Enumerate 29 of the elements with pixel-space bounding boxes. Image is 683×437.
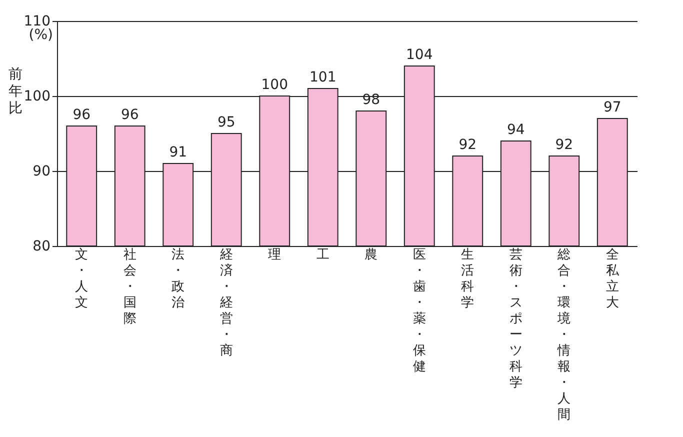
data-label: 100	[261, 77, 288, 93]
x-tick-label: 理	[268, 248, 282, 262]
y-tick-label: 80	[32, 238, 50, 254]
x-tick-label: 工	[316, 248, 330, 262]
category-label: 総合・環境・情報・人間	[558, 248, 571, 422]
x-tick-label: 経済・経営・商	[218, 248, 233, 358]
data-label: 101	[310, 70, 336, 86]
category-label: 芸術・スポーツ科学	[509, 248, 522, 390]
x-tick-label: 社会・国際	[123, 248, 136, 326]
data-label: 104	[406, 47, 433, 63]
data-label: 94	[506, 122, 525, 138]
y-tick-label: 110	[24, 14, 50, 30]
data-label: 96	[72, 107, 91, 123]
y-tick-label: 100	[24, 88, 50, 104]
x-tick-label: 農	[364, 248, 378, 262]
x-tick-label: 生活科学	[461, 248, 474, 310]
x-tick-label: 文・人文	[75, 248, 88, 310]
data-label: 92	[458, 137, 477, 153]
y-tick-label: 90	[32, 164, 50, 180]
data-label: 97	[603, 100, 622, 116]
x-tick-label: 医・歯・薬・保健	[412, 248, 426, 374]
y-axis-title: 前年比	[8, 66, 22, 116]
data-label: 92	[555, 137, 574, 153]
data-label: 96	[120, 107, 139, 123]
text: (%)	[28, 27, 53, 43]
x-tick-label: 全私立大	[606, 248, 620, 310]
x-tick-label: 法・政治	[172, 248, 185, 310]
data-label: 95	[217, 114, 236, 130]
data-label: 91	[169, 144, 188, 160]
